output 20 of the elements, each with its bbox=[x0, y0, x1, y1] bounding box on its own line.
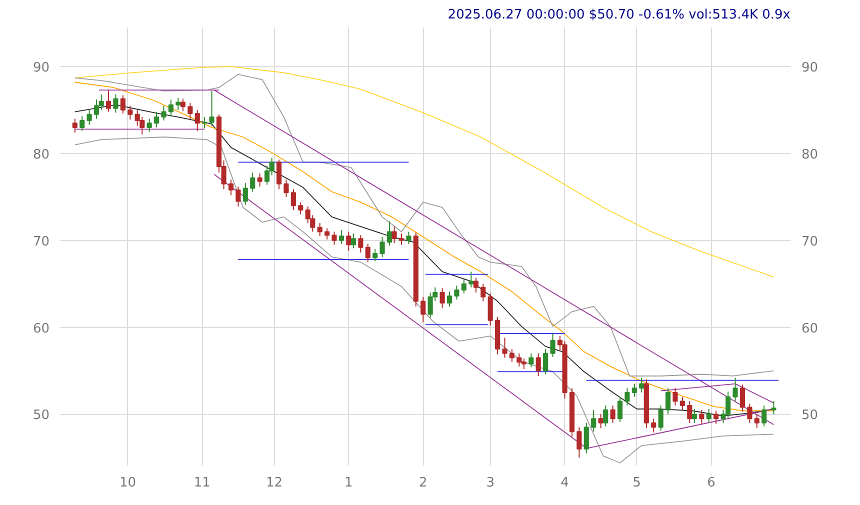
y-tick-label: 80 bbox=[32, 148, 50, 163]
x-tick-label: 11 bbox=[194, 476, 210, 490]
y2-tick-label: 50 bbox=[802, 408, 818, 424]
x-tick-label: 5 bbox=[632, 476, 641, 490]
y-tick-label: 50 bbox=[32, 408, 50, 424]
x-tick-label: 3 bbox=[486, 476, 494, 490]
x-tick-label: 1 bbox=[344, 476, 353, 490]
y2-tick-label: 70 bbox=[802, 234, 818, 250]
y-tick-label: 60 bbox=[32, 321, 50, 336]
chart-title: 2025.06.27 00:00:00 $50.70 -0.61% vol:513.4K 0.9x bbox=[448, 8, 791, 22]
y2-tick-label: 60 bbox=[802, 321, 818, 336]
y-tick-label: 70 bbox=[32, 234, 50, 250]
y-tick-label: 90 bbox=[32, 60, 50, 76]
x-tick-label: 4 bbox=[560, 476, 569, 490]
x-tick-label: 2 bbox=[418, 476, 428, 490]
y2-tick-label: 80 bbox=[802, 148, 818, 163]
x-tick-label: 6 bbox=[707, 476, 716, 490]
x-tick-label: 12 bbox=[266, 476, 282, 490]
x-tick-label: 10 bbox=[119, 476, 136, 490]
y2-tick-label: 90 bbox=[802, 60, 818, 76]
